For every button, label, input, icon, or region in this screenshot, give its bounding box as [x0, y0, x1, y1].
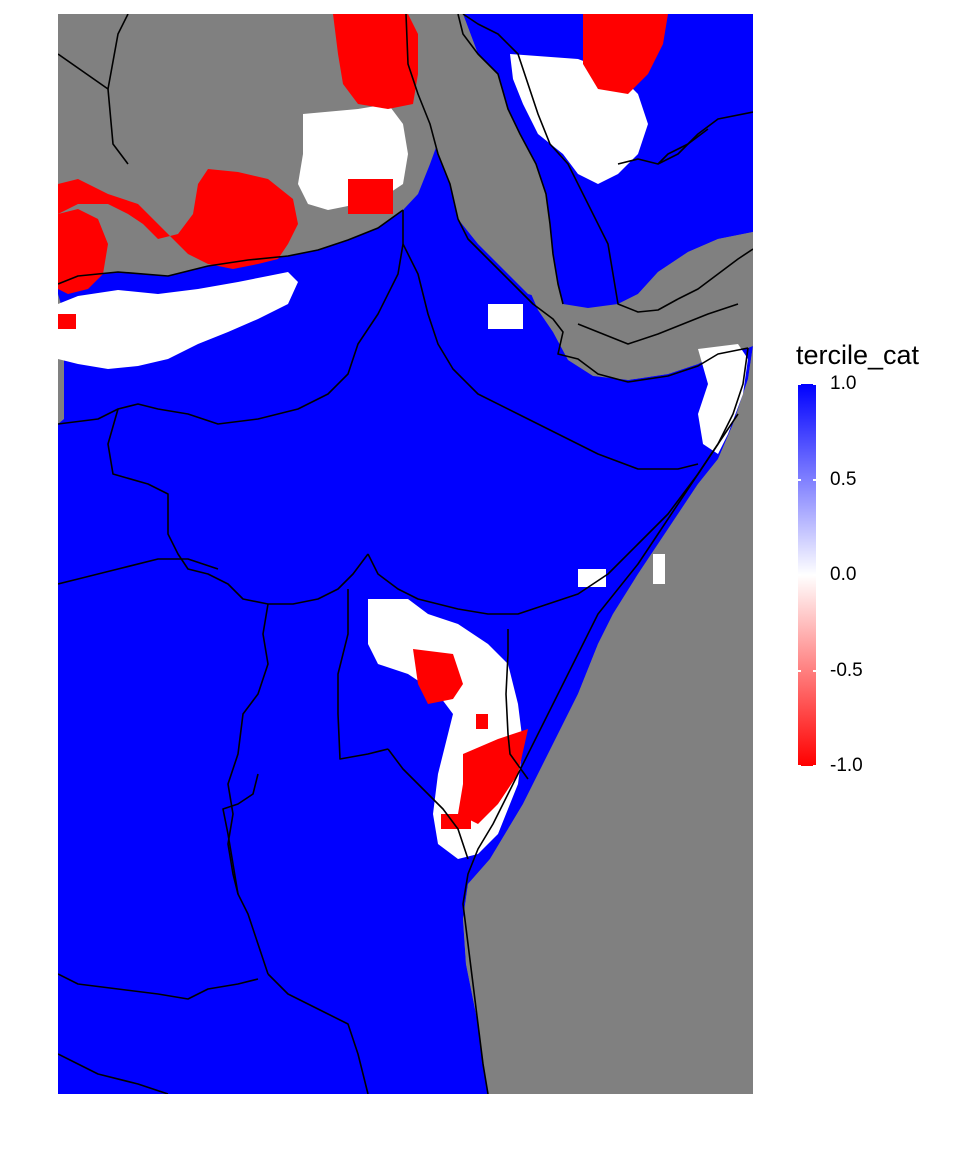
legend-tick-label: 0.5	[830, 468, 857, 490]
tercile-map	[58, 14, 753, 1094]
no-data-cells	[58, 14, 753, 1094]
legend-tick-label: -0.5	[830, 659, 863, 681]
legend-colorbar	[798, 384, 816, 766]
legend: tercile_cat 1.0 0.5 0.0 -0.5 -1.0	[796, 340, 946, 790]
neutral-cells	[58, 54, 748, 859]
legend-tick-label: 0.0	[830, 564, 857, 585]
legend-title: tercile_cat	[796, 340, 920, 370]
legend-tick-label: -1.0	[830, 755, 863, 776]
legend-tick-label: 1.0	[830, 373, 857, 394]
negative-cells	[58, 14, 668, 829]
country-borders	[58, 14, 753, 1094]
map-panel	[58, 14, 753, 1094]
